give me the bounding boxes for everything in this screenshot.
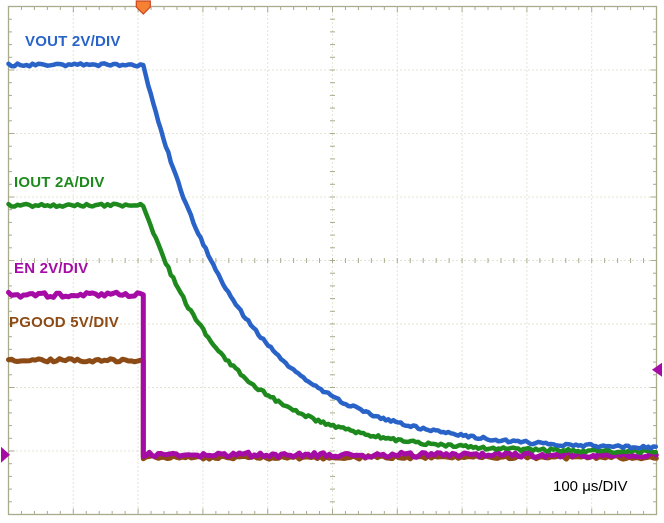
timebase-label: 100 μs/DIV (553, 478, 628, 495)
trigger-position-marker (135, 0, 151, 15)
left-edge-channel-marker (1, 446, 10, 463)
vout-channel-label: VOUT 2V/DIV (25, 33, 121, 50)
pgood-channel-label: PGOOD 5V/DIV (9, 314, 119, 331)
vout-trace (6, 61, 659, 451)
en-trace (6, 289, 659, 460)
en-channel-label: EN 2V/DIV (14, 260, 89, 277)
iout-trace (6, 201, 659, 455)
iout-channel-label: IOUT 2A/DIV (14, 174, 105, 191)
graticule-ticks (8, 6, 657, 515)
right-edge-channel-marker (652, 362, 662, 377)
waveform-traces (6, 61, 659, 462)
